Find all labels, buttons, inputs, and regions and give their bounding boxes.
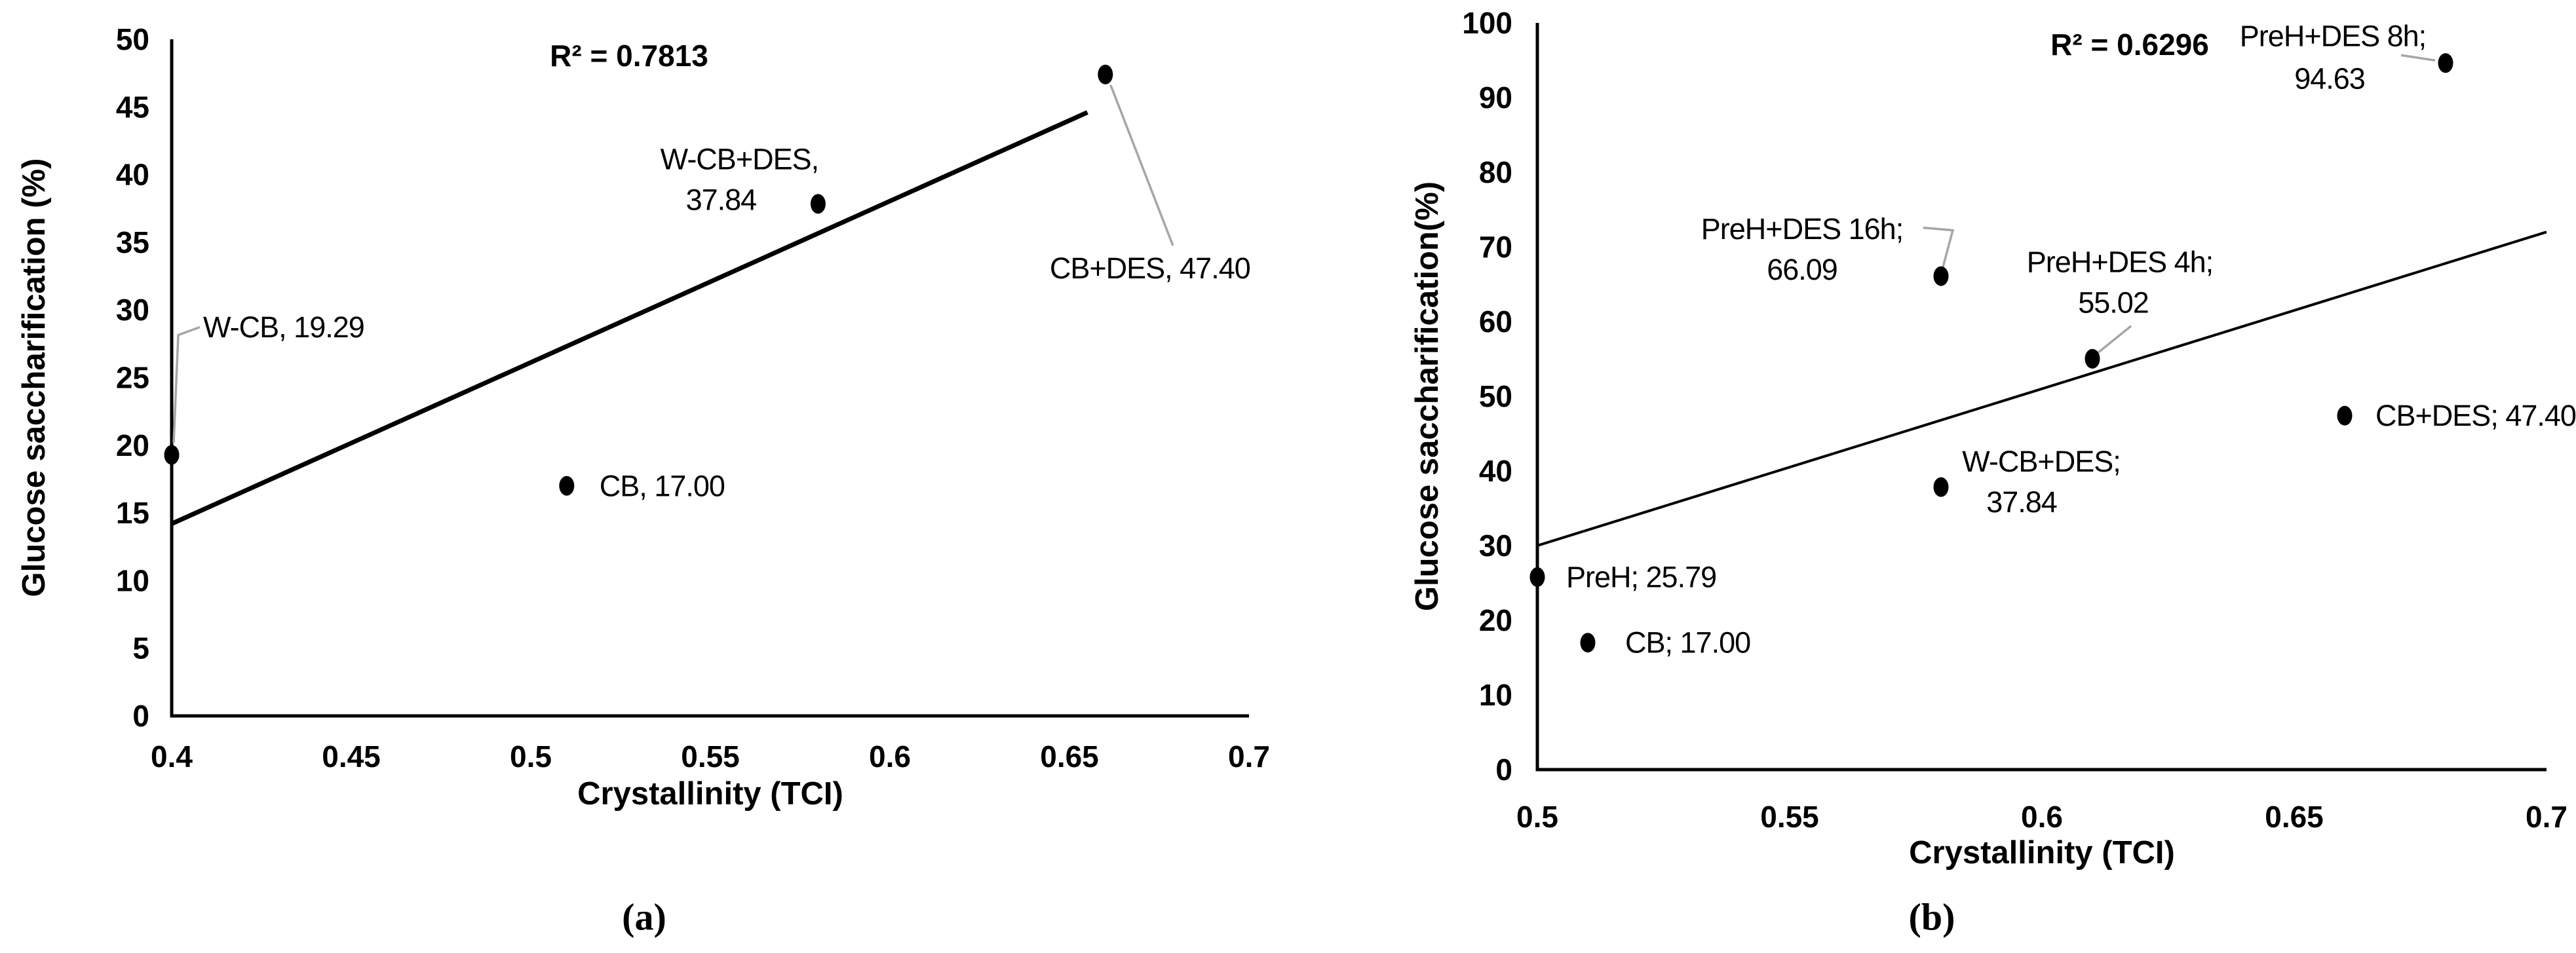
y-axis-title-b: Glucose saccharification(%) — [1410, 181, 1445, 611]
trendline-b — [1537, 231, 2547, 547]
x-tick-label-b: 0.5 — [1516, 800, 1558, 834]
y-tick-label-b: 100 — [1462, 6, 1512, 40]
point-label-cb: CB, 17.00 — [600, 469, 725, 502]
x-tick-label-a: 0.4 — [151, 739, 193, 774]
data-point-w-cb-des — [1933, 477, 1949, 497]
y-tick-label-a: 10 — [116, 563, 149, 597]
x-tick-label-b: 0.7 — [2526, 800, 2567, 834]
x-tick-label-a: 0.65 — [1040, 739, 1099, 774]
y-tick-label-b: 10 — [1479, 678, 1512, 712]
point-label-w-cb-des: W-CB+DES; — [1962, 445, 2120, 478]
point-label-preh-des-16h: PreH+DES 16h; — [1701, 212, 1903, 246]
x-tick-label-a: 0.45 — [322, 739, 381, 774]
point-label-cb-des: CB+DES, 47.40 — [1050, 252, 1250, 285]
point-label-cb-des: CB+DES; 47.40 — [2375, 399, 2576, 432]
point-label-preh-des-4h: PreH+DES 4h; — [2027, 245, 2213, 278]
x-axis-title-a: Crystallinity (TCI) — [577, 776, 843, 812]
leader-line-preh-des-16h — [1923, 226, 1955, 268]
x-axis-title-b: Crystallinity (TCI) — [1909, 835, 2175, 870]
leader-line-cb-des — [1109, 84, 1174, 246]
x-tick-label-a: 0.55 — [681, 739, 740, 774]
x-tick-label-a: 0.6 — [869, 739, 911, 774]
point-label-preh-des-16h: 66.09 — [1767, 253, 1837, 286]
r-squared-label-a: R² = 0.7813 — [550, 39, 708, 73]
point-label-preh-des-8h: PreH+DES 8h; — [2240, 20, 2426, 53]
x-tick-label-a: 0.5 — [510, 739, 552, 774]
data-point-preh-des-8h — [2438, 53, 2453, 73]
point-label-w-cb-des: W-CB+DES, — [661, 143, 818, 176]
y-tick-label-a: 0 — [132, 699, 149, 733]
y-tick-label-a: 30 — [116, 293, 149, 327]
y-tick-label-a: 45 — [116, 90, 149, 124]
point-label-preh-des-8h: 94.63 — [2294, 62, 2365, 96]
y-tick-label-b: 90 — [1479, 81, 1512, 115]
y-tick-label-a: 35 — [116, 225, 149, 259]
data-point-w-cb-des — [810, 194, 826, 214]
trendline-a — [170, 110, 1088, 526]
point-label-preh: PreH; 25.79 — [1566, 560, 1716, 593]
y-tick-label-b: 40 — [1479, 454, 1512, 488]
x-tick-label-b: 0.65 — [2265, 800, 2324, 834]
caption-b: (b) — [1909, 896, 1955, 939]
data-point-preh-des-16h — [1933, 266, 1949, 286]
y-tick-label-b: 0 — [1495, 753, 1512, 787]
y-tick-label-a: 5 — [132, 631, 149, 665]
y-tick-label-b: 60 — [1479, 305, 1512, 339]
leader-line-w-cb — [172, 326, 201, 443]
y-tick-label-a: 15 — [116, 496, 149, 530]
data-point-preh-des-4h — [2085, 348, 2100, 369]
data-point-cb — [559, 476, 575, 496]
y-tick-label-b: 70 — [1479, 230, 1512, 264]
point-label-cb: CB; 17.00 — [1625, 626, 1750, 660]
data-point-cb-des — [1098, 64, 1113, 84]
caption-a: (a) — [622, 896, 666, 939]
y-tick-label-a: 50 — [116, 22, 149, 56]
data-point-w-cb — [164, 445, 180, 465]
r-squared-label-b: R² = 0.6296 — [2050, 28, 2209, 62]
y-tick-label-b: 80 — [1479, 155, 1512, 189]
y-tick-label-a: 40 — [116, 158, 149, 192]
x-tick-label-b: 0.6 — [2021, 800, 2063, 834]
point-label-w-cb: W-CB, 19.29 — [203, 310, 364, 344]
y-tick-label-b: 50 — [1479, 379, 1512, 413]
y-tick-label-b: 30 — [1479, 529, 1512, 563]
point-label-w-cb-des: 37.84 — [686, 183, 757, 217]
x-tick-label-a: 0.7 — [1228, 739, 1270, 774]
y-tick-label-a: 20 — [116, 428, 149, 462]
data-point-cb-des — [2337, 405, 2353, 426]
point-label-w-cb-des: 37.84 — [1986, 485, 2057, 519]
y-tick-label-a: 25 — [116, 361, 149, 395]
data-point-cb — [1580, 633, 1596, 653]
point-label-preh-des-4h: 55.02 — [2078, 286, 2149, 319]
y-tick-label-b: 20 — [1479, 603, 1512, 637]
y-axis-title-a: Glucose saccharification (%) — [16, 159, 52, 597]
leader-line-preh-des-8h — [2400, 54, 2436, 62]
data-point-preh — [1529, 567, 1545, 587]
x-tick-label-b: 0.55 — [1760, 800, 1819, 834]
leader-line-preh-des-4h — [2096, 325, 2132, 355]
